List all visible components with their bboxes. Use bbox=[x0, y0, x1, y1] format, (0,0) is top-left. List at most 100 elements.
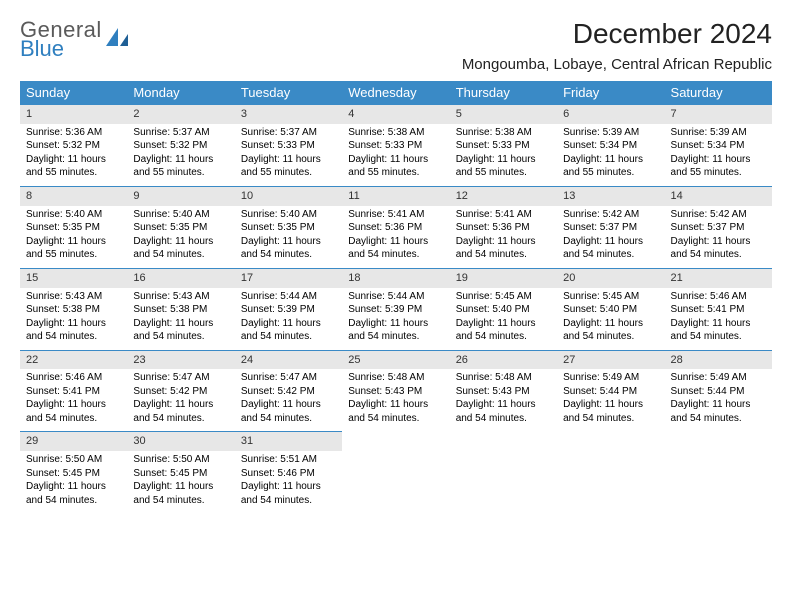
day-body: Sunrise: 5:45 AMSunset: 5:40 PMDaylight:… bbox=[450, 288, 557, 350]
daylight-line: Daylight: 11 hours and 54 minutes. bbox=[133, 317, 228, 344]
day-body: Sunrise: 5:47 AMSunset: 5:42 PMDaylight:… bbox=[235, 369, 342, 431]
day-number: 31 bbox=[235, 431, 342, 451]
sunrise-line: Sunrise: 5:44 AM bbox=[348, 290, 443, 304]
sunset-line: Sunset: 5:36 PM bbox=[348, 221, 443, 235]
calendar-day-cell bbox=[450, 431, 557, 513]
sunrise-line: Sunrise: 5:40 AM bbox=[133, 208, 228, 222]
day-number: 17 bbox=[235, 268, 342, 288]
sunset-line: Sunset: 5:41 PM bbox=[26, 385, 121, 399]
day-body: Sunrise: 5:41 AMSunset: 5:36 PMDaylight:… bbox=[342, 206, 449, 268]
calendar-day-cell: 21Sunrise: 5:46 AMSunset: 5:41 PMDayligh… bbox=[665, 268, 772, 350]
day-number: 16 bbox=[127, 268, 234, 288]
sunrise-line: Sunrise: 5:47 AM bbox=[241, 371, 336, 385]
sunrise-line: Sunrise: 5:41 AM bbox=[348, 208, 443, 222]
daylight-line: Daylight: 11 hours and 54 minutes. bbox=[456, 398, 551, 425]
day-body: Sunrise: 5:39 AMSunset: 5:34 PMDaylight:… bbox=[557, 124, 664, 186]
sunrise-line: Sunrise: 5:42 AM bbox=[563, 208, 658, 222]
daylight-line: Daylight: 11 hours and 54 minutes. bbox=[671, 398, 766, 425]
weekday-header: Monday bbox=[127, 81, 234, 104]
weekday-header: Sunday bbox=[20, 81, 127, 104]
day-number: 30 bbox=[127, 431, 234, 451]
calendar-day-cell bbox=[557, 431, 664, 513]
calendar-day-cell: 27Sunrise: 5:49 AMSunset: 5:44 PMDayligh… bbox=[557, 350, 664, 432]
page-title: December 2024 bbox=[462, 18, 772, 50]
day-number: 6 bbox=[557, 104, 664, 124]
day-number: 15 bbox=[20, 268, 127, 288]
calendar-day-cell bbox=[665, 431, 772, 513]
day-number: 8 bbox=[20, 186, 127, 206]
daylight-line: Daylight: 11 hours and 54 minutes. bbox=[563, 317, 658, 344]
sunset-line: Sunset: 5:33 PM bbox=[456, 139, 551, 153]
calendar-day-cell: 2Sunrise: 5:37 AMSunset: 5:32 PMDaylight… bbox=[127, 104, 234, 186]
day-body: Sunrise: 5:45 AMSunset: 5:40 PMDaylight:… bbox=[557, 288, 664, 350]
calendar-day-cell: 6Sunrise: 5:39 AMSunset: 5:34 PMDaylight… bbox=[557, 104, 664, 186]
calendar-day-cell: 14Sunrise: 5:42 AMSunset: 5:37 PMDayligh… bbox=[665, 186, 772, 268]
day-body: Sunrise: 5:39 AMSunset: 5:34 PMDaylight:… bbox=[665, 124, 772, 186]
calendar-day-cell bbox=[342, 431, 449, 513]
day-body: Sunrise: 5:46 AMSunset: 5:41 PMDaylight:… bbox=[20, 369, 127, 431]
sunset-line: Sunset: 5:44 PM bbox=[671, 385, 766, 399]
sunset-line: Sunset: 5:39 PM bbox=[241, 303, 336, 317]
day-body: Sunrise: 5:38 AMSunset: 5:33 PMDaylight:… bbox=[450, 124, 557, 186]
sunrise-line: Sunrise: 5:38 AM bbox=[456, 126, 551, 140]
calendar-day-cell: 13Sunrise: 5:42 AMSunset: 5:37 PMDayligh… bbox=[557, 186, 664, 268]
calendar-day-cell: 24Sunrise: 5:47 AMSunset: 5:42 PMDayligh… bbox=[235, 350, 342, 432]
day-body: Sunrise: 5:48 AMSunset: 5:43 PMDaylight:… bbox=[342, 369, 449, 431]
daylight-line: Daylight: 11 hours and 55 minutes. bbox=[563, 153, 658, 180]
daylight-line: Daylight: 11 hours and 54 minutes. bbox=[133, 398, 228, 425]
day-number: 20 bbox=[557, 268, 664, 288]
daylight-line: Daylight: 11 hours and 54 minutes. bbox=[348, 235, 443, 262]
sunset-line: Sunset: 5:46 PM bbox=[241, 467, 336, 481]
daylight-line: Daylight: 11 hours and 54 minutes. bbox=[133, 235, 228, 262]
sunrise-line: Sunrise: 5:40 AM bbox=[26, 208, 121, 222]
day-number: 28 bbox=[665, 350, 772, 370]
sunrise-line: Sunrise: 5:49 AM bbox=[671, 371, 766, 385]
day-number: 4 bbox=[342, 104, 449, 124]
sunrise-line: Sunrise: 5:46 AM bbox=[26, 371, 121, 385]
daylight-line: Daylight: 11 hours and 54 minutes. bbox=[456, 317, 551, 344]
calendar-day-cell: 19Sunrise: 5:45 AMSunset: 5:40 PMDayligh… bbox=[450, 268, 557, 350]
sunrise-line: Sunrise: 5:42 AM bbox=[671, 208, 766, 222]
daylight-line: Daylight: 11 hours and 55 minutes. bbox=[26, 235, 121, 262]
brand-logo: General Blue bbox=[20, 18, 130, 60]
day-body: Sunrise: 5:40 AMSunset: 5:35 PMDaylight:… bbox=[127, 206, 234, 268]
day-body: Sunrise: 5:47 AMSunset: 5:42 PMDaylight:… bbox=[127, 369, 234, 431]
day-body: Sunrise: 5:50 AMSunset: 5:45 PMDaylight:… bbox=[127, 451, 234, 513]
sunrise-line: Sunrise: 5:40 AM bbox=[241, 208, 336, 222]
daylight-line: Daylight: 11 hours and 54 minutes. bbox=[348, 398, 443, 425]
sunrise-line: Sunrise: 5:38 AM bbox=[348, 126, 443, 140]
sunrise-line: Sunrise: 5:50 AM bbox=[26, 453, 121, 467]
day-body: Sunrise: 5:42 AMSunset: 5:37 PMDaylight:… bbox=[665, 206, 772, 268]
calendar-day-cell: 8Sunrise: 5:40 AMSunset: 5:35 PMDaylight… bbox=[20, 186, 127, 268]
sunset-line: Sunset: 5:40 PM bbox=[456, 303, 551, 317]
sunset-line: Sunset: 5:32 PM bbox=[133, 139, 228, 153]
sunset-line: Sunset: 5:43 PM bbox=[348, 385, 443, 399]
day-number: 24 bbox=[235, 350, 342, 370]
daylight-line: Daylight: 11 hours and 54 minutes. bbox=[133, 480, 228, 507]
daylight-line: Daylight: 11 hours and 54 minutes. bbox=[671, 235, 766, 262]
sunrise-line: Sunrise: 5:46 AM bbox=[671, 290, 766, 304]
day-number: 18 bbox=[342, 268, 449, 288]
day-body: Sunrise: 5:36 AMSunset: 5:32 PMDaylight:… bbox=[20, 124, 127, 186]
day-body: Sunrise: 5:37 AMSunset: 5:32 PMDaylight:… bbox=[127, 124, 234, 186]
day-number: 26 bbox=[450, 350, 557, 370]
daylight-line: Daylight: 11 hours and 54 minutes. bbox=[456, 235, 551, 262]
calendar-day-cell: 9Sunrise: 5:40 AMSunset: 5:35 PMDaylight… bbox=[127, 186, 234, 268]
sunrise-line: Sunrise: 5:39 AM bbox=[563, 126, 658, 140]
sunrise-line: Sunrise: 5:45 AM bbox=[563, 290, 658, 304]
brand-text: General Blue bbox=[20, 18, 102, 60]
calendar-day-cell: 18Sunrise: 5:44 AMSunset: 5:39 PMDayligh… bbox=[342, 268, 449, 350]
sunrise-line: Sunrise: 5:44 AM bbox=[241, 290, 336, 304]
day-number: 9 bbox=[127, 186, 234, 206]
day-body: Sunrise: 5:44 AMSunset: 5:39 PMDaylight:… bbox=[235, 288, 342, 350]
day-body: Sunrise: 5:43 AMSunset: 5:38 PMDaylight:… bbox=[127, 288, 234, 350]
day-number: 1 bbox=[20, 104, 127, 124]
day-number: 27 bbox=[557, 350, 664, 370]
daylight-line: Daylight: 11 hours and 55 minutes. bbox=[671, 153, 766, 180]
day-body: Sunrise: 5:38 AMSunset: 5:33 PMDaylight:… bbox=[342, 124, 449, 186]
location-subtitle: Mongoumba, Lobaye, Central African Repub… bbox=[462, 56, 772, 73]
sunset-line: Sunset: 5:35 PM bbox=[133, 221, 228, 235]
day-number: 19 bbox=[450, 268, 557, 288]
calendar-day-cell: 25Sunrise: 5:48 AMSunset: 5:43 PMDayligh… bbox=[342, 350, 449, 432]
day-body: Sunrise: 5:50 AMSunset: 5:45 PMDaylight:… bbox=[20, 451, 127, 513]
